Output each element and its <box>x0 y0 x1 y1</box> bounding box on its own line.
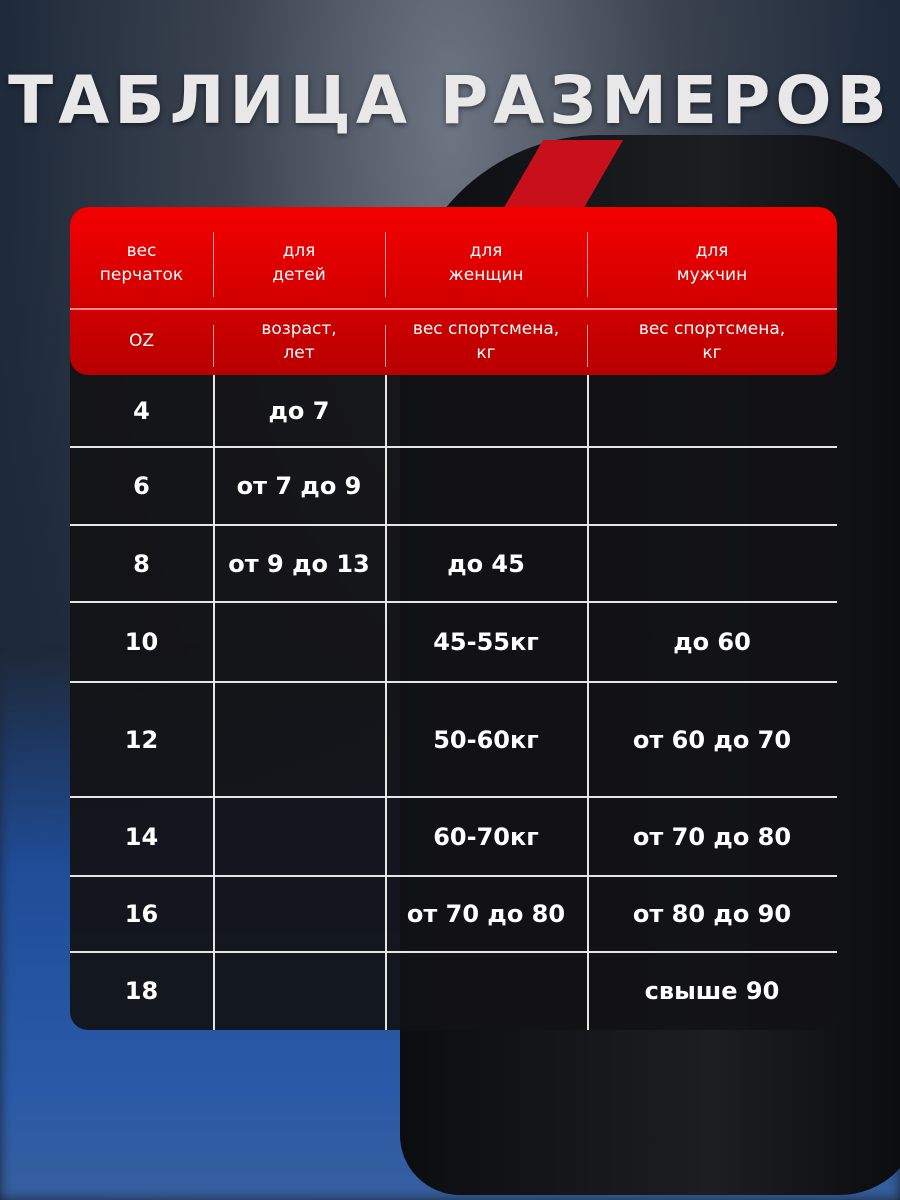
row-divider <box>70 796 837 798</box>
row-divider <box>70 446 837 448</box>
table-cell: от 80 до 90 <box>632 900 792 928</box>
table-cell <box>587 525 837 602</box>
header-divider <box>70 308 837 310</box>
table-cell: 45-55кг <box>433 628 539 656</box>
table-cell <box>587 375 837 447</box>
row-divider <box>70 875 837 877</box>
row-divider <box>70 524 837 526</box>
header-column-divider <box>385 232 386 297</box>
table-cell: 50-60кг <box>433 725 539 754</box>
header-cell: вес спортсмена, кг <box>412 319 560 363</box>
header-cell: для детей <box>272 241 326 285</box>
table-cell: до 7 <box>268 397 330 425</box>
column-divider <box>587 375 589 1030</box>
table-cell: 8 <box>133 549 150 578</box>
table-cell <box>213 876 385 952</box>
table-cell <box>213 797 385 876</box>
table-cell: до 60 <box>673 628 751 656</box>
header-cell: вес перчаток <box>99 241 184 285</box>
table-cell: 60-70кг <box>433 822 539 851</box>
header-column-divider <box>587 232 588 297</box>
column-divider <box>385 375 387 1030</box>
table-cell: 18 <box>124 977 159 1005</box>
table-cell: свыше 90 <box>644 977 780 1005</box>
table-cell: 12 <box>124 725 159 754</box>
table-cell: от 7 до 9 <box>236 472 362 500</box>
table-cell: 6 <box>133 472 150 500</box>
header-cell: для женщин <box>448 241 524 285</box>
table-cell: 4 <box>133 397 150 425</box>
table-cell: до 45 <box>447 549 525 578</box>
table-cell <box>587 447 837 525</box>
header-column-divider <box>213 232 214 297</box>
column-divider <box>213 375 215 1030</box>
header-column-divider <box>385 325 386 367</box>
table-cell: от 60 до 70 <box>632 725 792 754</box>
table-cell <box>385 952 587 1030</box>
table-cell <box>385 447 587 525</box>
table-cell: 10 <box>124 628 159 656</box>
row-divider <box>70 951 837 953</box>
table-cell: от 70 до 80 <box>406 900 566 928</box>
table-header <box>70 207 837 375</box>
header-column-divider <box>213 325 214 367</box>
table-cell: 14 <box>124 822 159 851</box>
table-cell: от 70 до 80 <box>632 822 792 851</box>
row-divider <box>70 681 837 683</box>
table-cell <box>213 602 385 682</box>
page-title: ТАБЛИЦА РАЗМЕРОВ <box>8 62 892 139</box>
header-cell: для мужчин <box>676 241 748 285</box>
header-cell: вес спортсмена, кг <box>638 319 786 363</box>
size-table: вес перчаток для детей для женщин для мужчи… <box>70 207 837 1030</box>
row-divider <box>70 601 837 603</box>
table-cell <box>213 952 385 1030</box>
table-cell: 16 <box>124 900 159 928</box>
table-cell: от 9 до 13 <box>228 549 370 578</box>
table-cell <box>385 375 587 447</box>
header-column-divider <box>587 325 588 367</box>
header-cell: возраст, лет <box>261 319 337 363</box>
header-cell: OZ <box>128 331 155 351</box>
table-cell <box>213 682 385 797</box>
